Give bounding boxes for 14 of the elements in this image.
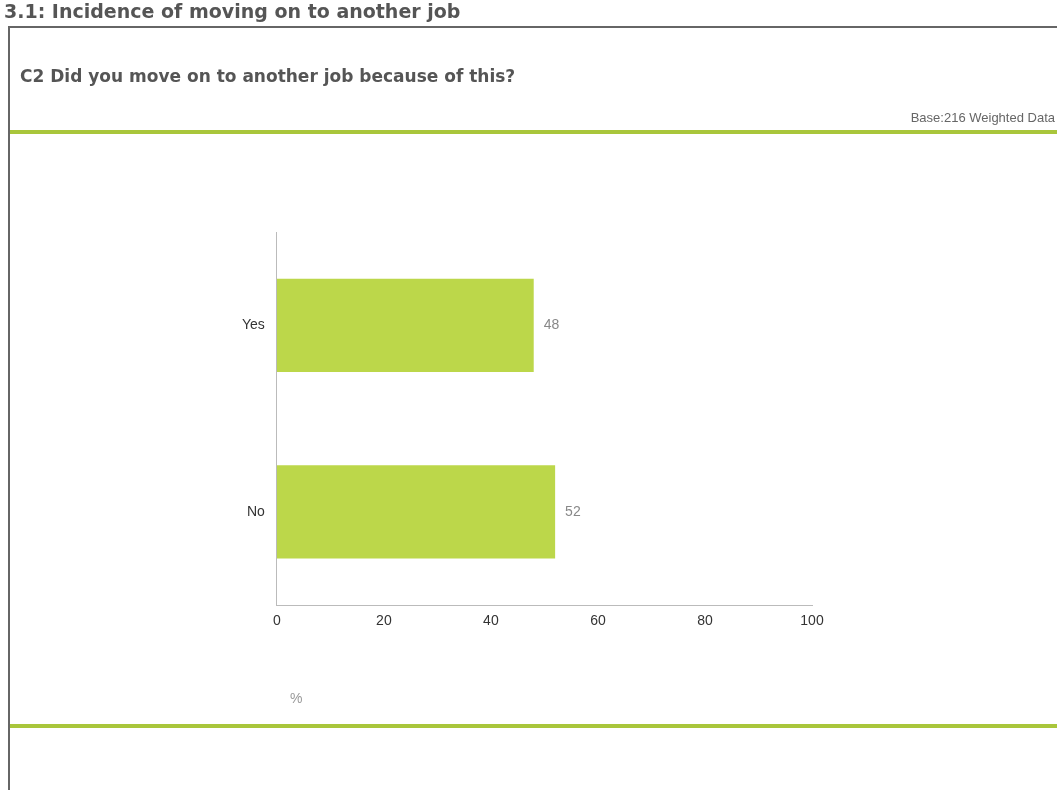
chart-title: 3.1: Incidence of moving on to another job (4, 0, 461, 22)
x-tick-label: 40 (483, 612, 499, 629)
y-tick-label: Yes (242, 316, 265, 333)
x-tick-label: 20 (376, 612, 392, 629)
x-tick-label: 100 (800, 612, 824, 629)
x-axis-title: % (290, 690, 303, 706)
x-tick-label: 60 (590, 612, 606, 629)
x-tick-label: 0 (272, 612, 281, 629)
data-label: 48 (543, 316, 560, 333)
chart-subtitle: C2 Did you move on to another job because of this? (20, 66, 516, 86)
x-tick-label: 80 (697, 612, 713, 629)
text: Base:216 Weighted Data (910, 110, 1055, 125)
y-tick-label: No (246, 502, 266, 519)
data-label: 52 (565, 502, 581, 519)
